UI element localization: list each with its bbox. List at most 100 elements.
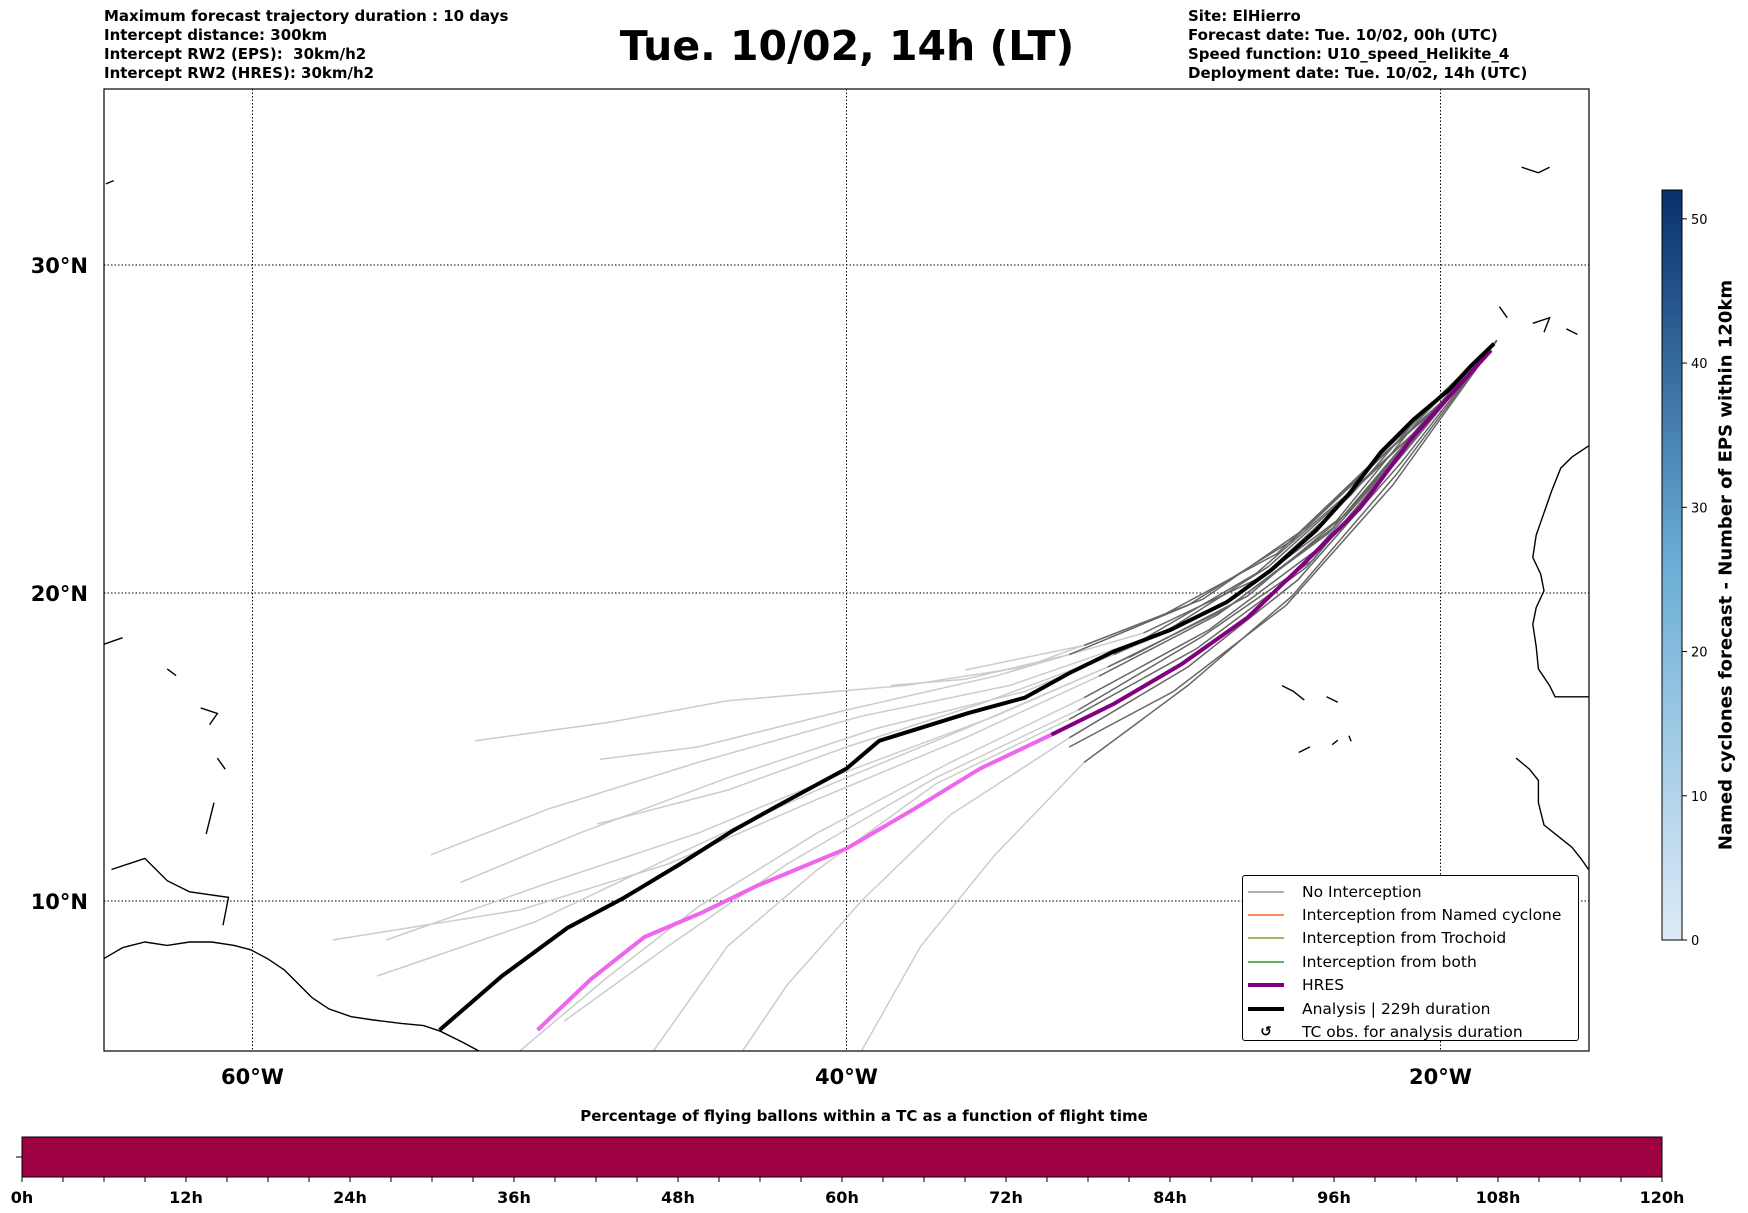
lon-tick-label: 60°W (221, 1065, 284, 1089)
bar-tick-label: 12h (169, 1188, 203, 1207)
legend-hres: HRES (1243, 974, 1578, 997)
lat-tick-label: 10°N (31, 890, 88, 914)
colorbar-tick-label: 0 (1691, 934, 1699, 949)
eps-trajectory-late (430, 638, 1144, 856)
map-axis-labels: 60°W 40°W 20°W 10°N 20°N 30°N (31, 254, 1472, 1089)
eps-trajectory (1143, 339, 1498, 634)
legend-named-cyclone: Interception from Named cyclone (1243, 903, 1578, 926)
eps-trajectory-late (475, 616, 1159, 742)
bar-tick-label: 120h (1640, 1188, 1685, 1207)
colorbar-ticks: 0 10 20 30 40 50 (1682, 213, 1708, 949)
legend-label: Interception from both (1302, 952, 1477, 971)
coastline (1326, 696, 1339, 703)
trajectories (332, 339, 1498, 1051)
eps-trajectory (1083, 339, 1498, 764)
colorbar-tick-label: 40 (1691, 357, 1708, 372)
legend: No Interception Interception from Named … (1242, 875, 1579, 1041)
legend-label: No Interception (1302, 882, 1422, 901)
legend-both: Interception from both (1243, 950, 1578, 973)
lat-tick-label: 20°N (31, 582, 88, 606)
eps-trajectory (1107, 339, 1498, 668)
eps-trajectory-late (890, 653, 1070, 687)
map-frame (103, 88, 1590, 1052)
coastline (105, 179, 114, 185)
legend-label: Interception from Named cyclone (1302, 906, 1562, 925)
eps-trajectory-late (599, 632, 1144, 761)
intercept-hres-text: Intercept RW2 (HRES): 30km/h2 (104, 64, 375, 82)
bar-tick-label: 72h (989, 1188, 1023, 1207)
coastline (1281, 684, 1305, 701)
eps-trajectory (1068, 339, 1498, 739)
bar-tick-label: 24h (333, 1188, 367, 1207)
legend-label: TC obs. for analysis duration (1302, 1023, 1523, 1042)
coastline (1515, 757, 1589, 870)
bar-tick-label: 108h (1476, 1188, 1521, 1207)
eps-trajectory (1069, 339, 1498, 656)
eps-trajectory-late (860, 761, 1085, 1051)
coastline (1521, 166, 1550, 174)
colorbar (1661, 189, 1683, 941)
coastlines (104, 166, 1589, 1051)
eps-trajectory-late (652, 718, 1070, 1051)
coastline (1498, 306, 1508, 319)
eps-trajectory-late (376, 666, 1109, 977)
site-text: Site: ElHierro (1188, 7, 1301, 25)
legend-analysis: Analysis | 229h duration (1243, 997, 1578, 1020)
intercept-distance-text: Intercept distance: 300km (104, 26, 328, 44)
coastline (1348, 735, 1352, 742)
bar-tick-label: 48h (661, 1188, 695, 1207)
eps-trajectory-late (460, 635, 1159, 884)
lon-tick-label: 20°W (1409, 1065, 1472, 1089)
page-title: Tue. 10/02, 14h (LT) (619, 22, 1075, 70)
cyclone-symbol-icon: ↺ (1260, 1024, 1272, 1041)
legend-label: Analysis | 229h duration (1302, 999, 1491, 1018)
hres-trajectory-late (536, 732, 1053, 1032)
colorbar-tick-label: 10 (1691, 790, 1708, 805)
colorbar-tick-label: 30 (1691, 501, 1708, 516)
eps-trajectory-late (563, 709, 1079, 1022)
coastline (1532, 316, 1551, 333)
lon-tick-label: 40°W (815, 1065, 878, 1089)
bar-tick-label: 0h (11, 1188, 34, 1207)
eps-trajectory-late (332, 675, 1100, 941)
eps-trajectory (1143, 339, 1498, 640)
eps-trajectory-late (741, 737, 1070, 1051)
legend-label: Interception from Trochoid (1302, 929, 1507, 948)
bar-tick-label: 60h (825, 1188, 859, 1207)
coastline (1565, 328, 1578, 336)
coastline (1331, 739, 1339, 746)
eps-trajectory (1113, 339, 1498, 656)
eps-trajectory (1083, 339, 1498, 699)
header-left-info: Maximum forecast trajectory duration : 1… (104, 7, 508, 83)
lat-tick-label: 30°N (31, 254, 88, 278)
legend-tc-obs: ↺ TC obs. for analysis duration (1243, 1020, 1578, 1043)
eps-trajectory (1157, 339, 1498, 619)
eps-trajectory-late (596, 653, 1115, 825)
hres-trajectory (1050, 348, 1493, 737)
percentage-bar-ticks: 0h 12h 24h 36h 48h 60h 72h 84h 96h 108h 120h (11, 1177, 1685, 1207)
speed-function-text: Speed function: U10_speed_Helikite_4 (1188, 45, 1510, 63)
coastline (1532, 445, 1589, 698)
bar-tick-label: 36h (497, 1188, 531, 1207)
colorbar-tick-label: 20 (1691, 646, 1708, 661)
eps-trajectory-late (965, 644, 1085, 671)
colorbar-label: Named cyclones forecast - Number of EPS … (1715, 279, 1737, 851)
forecast-date-text: Forecast date: Tue. 10/02, 00h (UTC) (1188, 26, 1498, 44)
legend-label: HRES (1302, 976, 1345, 995)
max-duration-text: Maximum forecast trajectory duration : 1… (104, 7, 509, 25)
eps-trajectory (1068, 339, 1498, 748)
colorbar-tick-label: 50 (1691, 213, 1708, 228)
bar-tick-label: 84h (1153, 1188, 1187, 1207)
bar-tick-label: 96h (1317, 1188, 1351, 1207)
coastline (111, 857, 230, 926)
coastline (166, 668, 177, 677)
eps-trajectory (1128, 339, 1498, 659)
coastline (205, 802, 215, 835)
percentage-bar-title: Percentage of flying ballons within a TC… (580, 1107, 1148, 1125)
coastline (104, 637, 123, 646)
header-right-info: Site: ElHierro Forecast date: Tue. 10/02… (1188, 7, 1527, 83)
eps-trajectory (1068, 339, 1498, 720)
analysis-trajectory (438, 342, 1496, 1032)
deployment-date-text: Deployment date: Tue. 10/02, 14h (UTC) (1188, 64, 1528, 82)
